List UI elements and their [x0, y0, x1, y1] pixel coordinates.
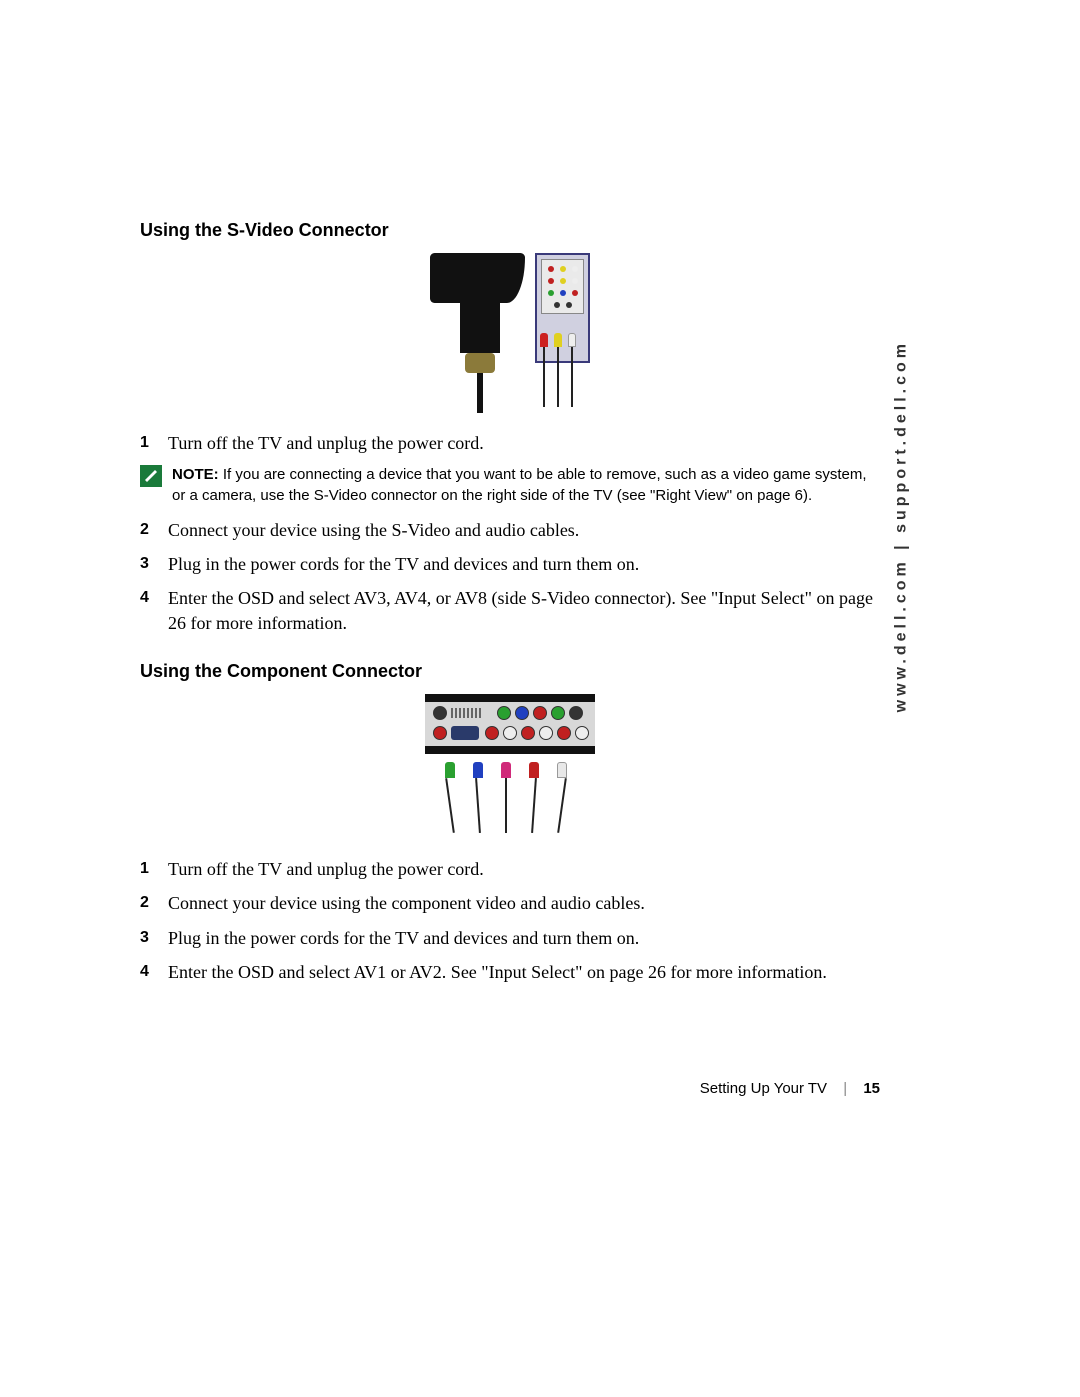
footer-page-number: 15: [863, 1080, 880, 1097]
note-body: If you are connecting a device that you …: [172, 466, 867, 503]
cable-blue-icon: [473, 762, 483, 778]
note-text: NOTE: If you are connecting a device tha…: [172, 465, 880, 506]
page-content: Using the S-Video Connector: [140, 220, 880, 994]
section1-step1: Turn off the TV and unplug the power cor…: [140, 431, 880, 455]
section1-steps-cont: Connect your device using the S-Video an…: [140, 518, 880, 635]
section2-steps: Turn off the TV and unplug the power cor…: [140, 857, 880, 984]
section2-step3: Plug in the power cords for the TV and d…: [140, 926, 880, 950]
page-footer: Setting Up Your TV | 15: [140, 1080, 880, 1097]
section2-step2: Connect your device using the component …: [140, 891, 880, 915]
rca-yellow-icon: [554, 333, 562, 347]
note-label: NOTE:: [172, 466, 219, 483]
cable-red-icon: [529, 762, 539, 778]
note-icon: [140, 465, 162, 487]
section2-step1: Turn off the TV and unplug the power cor…: [140, 857, 880, 881]
section1-heading: Using the S-Video Connector: [140, 220, 880, 241]
rca-red-icon: [540, 333, 548, 347]
section2-heading: Using the Component Connector: [140, 661, 880, 682]
section1-step2: Connect your device using the S-Video an…: [140, 518, 880, 542]
note-block: NOTE: If you are connecting a device tha…: [140, 465, 880, 506]
component-figure: [140, 694, 880, 839]
side-url-text: www.dell.com | support.dell.com: [892, 340, 910, 712]
rca-white-icon: [568, 333, 576, 347]
cable-pink-icon: [501, 762, 511, 778]
section2-step4: Enter the OSD and select AV1 or AV2. See…: [140, 960, 880, 984]
svideo-figure: [140, 253, 880, 413]
cable-green-icon: [445, 762, 455, 778]
section1-steps: Turn off the TV and unplug the power cor…: [140, 431, 880, 455]
footer-chapter: Setting Up Your TV: [700, 1080, 827, 1097]
section1-step3: Plug in the power cords for the TV and d…: [140, 552, 880, 576]
footer-separator: |: [843, 1080, 847, 1097]
cable-white-icon: [557, 762, 567, 778]
section1-step4: Enter the OSD and select AV3, AV4, or AV…: [140, 586, 880, 635]
